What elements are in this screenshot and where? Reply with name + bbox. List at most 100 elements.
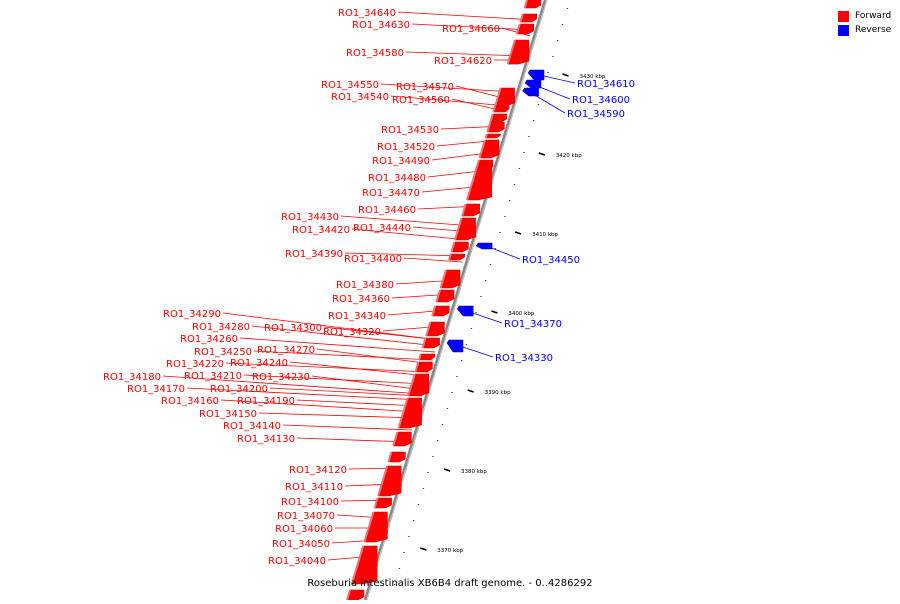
minor-tick — [523, 152, 525, 153]
reverse-gene-label: RO1_34370 — [504, 319, 562, 330]
forward-gene-label: RO1_34140 — [223, 421, 281, 432]
minor-tick — [489, 264, 492, 265]
forward-gene-label: RO1_34300 — [264, 323, 322, 334]
gene-highlight — [515, 23, 521, 35]
forward-gene-label: RO1_34270 — [257, 345, 315, 356]
gene-highlight — [519, 13, 524, 23]
forward-gene-label: RO1_34660 — [442, 24, 500, 35]
forward-leader — [225, 362, 430, 373]
gene-highlight — [397, 397, 409, 429]
gene-highlight — [506, 55, 512, 65]
forward-gene-label: RO1_34110 — [285, 482, 343, 493]
minor-tick — [494, 248, 497, 249]
forward-gene-label: RO1_34550 — [321, 80, 379, 91]
forward-gene-label: RO1_34380 — [336, 280, 394, 291]
gene-highlight — [450, 241, 456, 253]
forward-gene-label: RO1_34290 — [163, 309, 221, 320]
forward-leader — [311, 375, 425, 391]
forward-gene-label: RO1_34340 — [328, 311, 386, 322]
forward-gene-label: RO1_34540 — [331, 92, 389, 103]
minor-tick — [456, 376, 458, 377]
minor-tick — [417, 504, 420, 505]
scale-label: 3420 kbp — [556, 153, 582, 159]
minor-tick — [504, 216, 506, 217]
gene-highlight — [489, 113, 494, 123]
forward-gene-label: RO1_34210 — [184, 371, 242, 382]
forward-gene-label: RO1_34150 — [199, 409, 257, 420]
scale-tick — [467, 389, 474, 393]
reverse-gene-block — [527, 69, 545, 81]
forward-leader — [239, 337, 436, 353]
scale-tick — [514, 231, 522, 235]
forward-leader — [411, 23, 533, 31]
scale-label: 3400 kbp — [508, 311, 534, 317]
forward-leader — [253, 350, 434, 361]
gene-highlight — [484, 133, 488, 139]
scale-tick — [538, 152, 546, 156]
forward-gene-label: RO1_34100 — [281, 497, 339, 508]
gene-highlight — [494, 87, 502, 107]
scale-label: 3390 kbp — [485, 390, 511, 396]
forward-gene-label: RO1_34360 — [332, 294, 390, 305]
gene-highlight — [486, 121, 492, 133]
reverse-gene-label: RO1_34450 — [522, 255, 580, 266]
forward-leader — [186, 387, 422, 401]
minor-tick — [437, 440, 439, 441]
forward-leader — [323, 326, 440, 341]
forward-gene-label: RO1_34430 — [281, 212, 339, 223]
minor-tick — [446, 408, 449, 409]
forward-gene-label: RO1_34580 — [346, 48, 404, 59]
minor-tick — [528, 136, 530, 137]
reverse-gene-block — [524, 79, 542, 89]
forward-gene-label: RO1_34520 — [377, 142, 435, 153]
minor-tick — [480, 296, 482, 297]
legend-label-reverse: Reverse — [855, 25, 892, 35]
gene-highlight — [392, 431, 399, 447]
forward-leader — [258, 412, 416, 419]
gene-highlight — [346, 589, 351, 601]
gene-highlight — [414, 361, 420, 373]
reverse-gene-block — [522, 87, 539, 97]
forward-gene-label: RO1_34040 — [268, 556, 326, 567]
forward-gene-label: RO1_34320 — [323, 327, 381, 338]
forward-gene-block — [398, 397, 422, 429]
gene-highlight — [407, 373, 416, 397]
minor-tick — [547, 72, 549, 73]
forward-leader — [282, 424, 413, 431]
gene-highlight — [363, 511, 375, 543]
scale-label: 3370 kbp — [437, 548, 463, 554]
gene-highlight — [439, 269, 447, 289]
forward-swatch — [838, 10, 849, 22]
scale-tick — [562, 73, 569, 77]
minor-tick — [518, 168, 521, 169]
forward-gene-label: RO1_34190 — [237, 396, 295, 407]
gene-highlight — [421, 337, 427, 349]
forward-leader — [344, 252, 465, 257]
legend-label-forward: Forward — [855, 11, 892, 21]
forward-leader — [501, 27, 531, 37]
scale-label: 3410 kbp — [532, 232, 558, 238]
minor-tick — [413, 520, 415, 521]
genome-backbone — [363, 0, 547, 601]
forward-leader — [162, 375, 423, 395]
forward-gene-block — [364, 511, 388, 543]
forward-leader — [269, 387, 423, 397]
minor-tick — [422, 488, 425, 489]
minor-tick — [470, 328, 473, 329]
forward-leader — [289, 361, 429, 377]
forward-gene-label: RO1_34250 — [194, 347, 252, 358]
gene-highlight — [350, 545, 365, 585]
minor-tick — [537, 104, 540, 105]
minor-tick — [432, 456, 434, 457]
minor-tick — [465, 344, 468, 345]
minor-tick — [451, 392, 453, 393]
gene-highlight — [523, 0, 528, 9]
forward-leader — [390, 95, 510, 107]
gene-highlight — [418, 353, 422, 361]
forward-gene-label: RO1_34630 — [352, 20, 410, 31]
forward-leader — [222, 312, 440, 341]
reverse-gene-block — [456, 305, 474, 317]
gene-highlight — [425, 321, 432, 337]
